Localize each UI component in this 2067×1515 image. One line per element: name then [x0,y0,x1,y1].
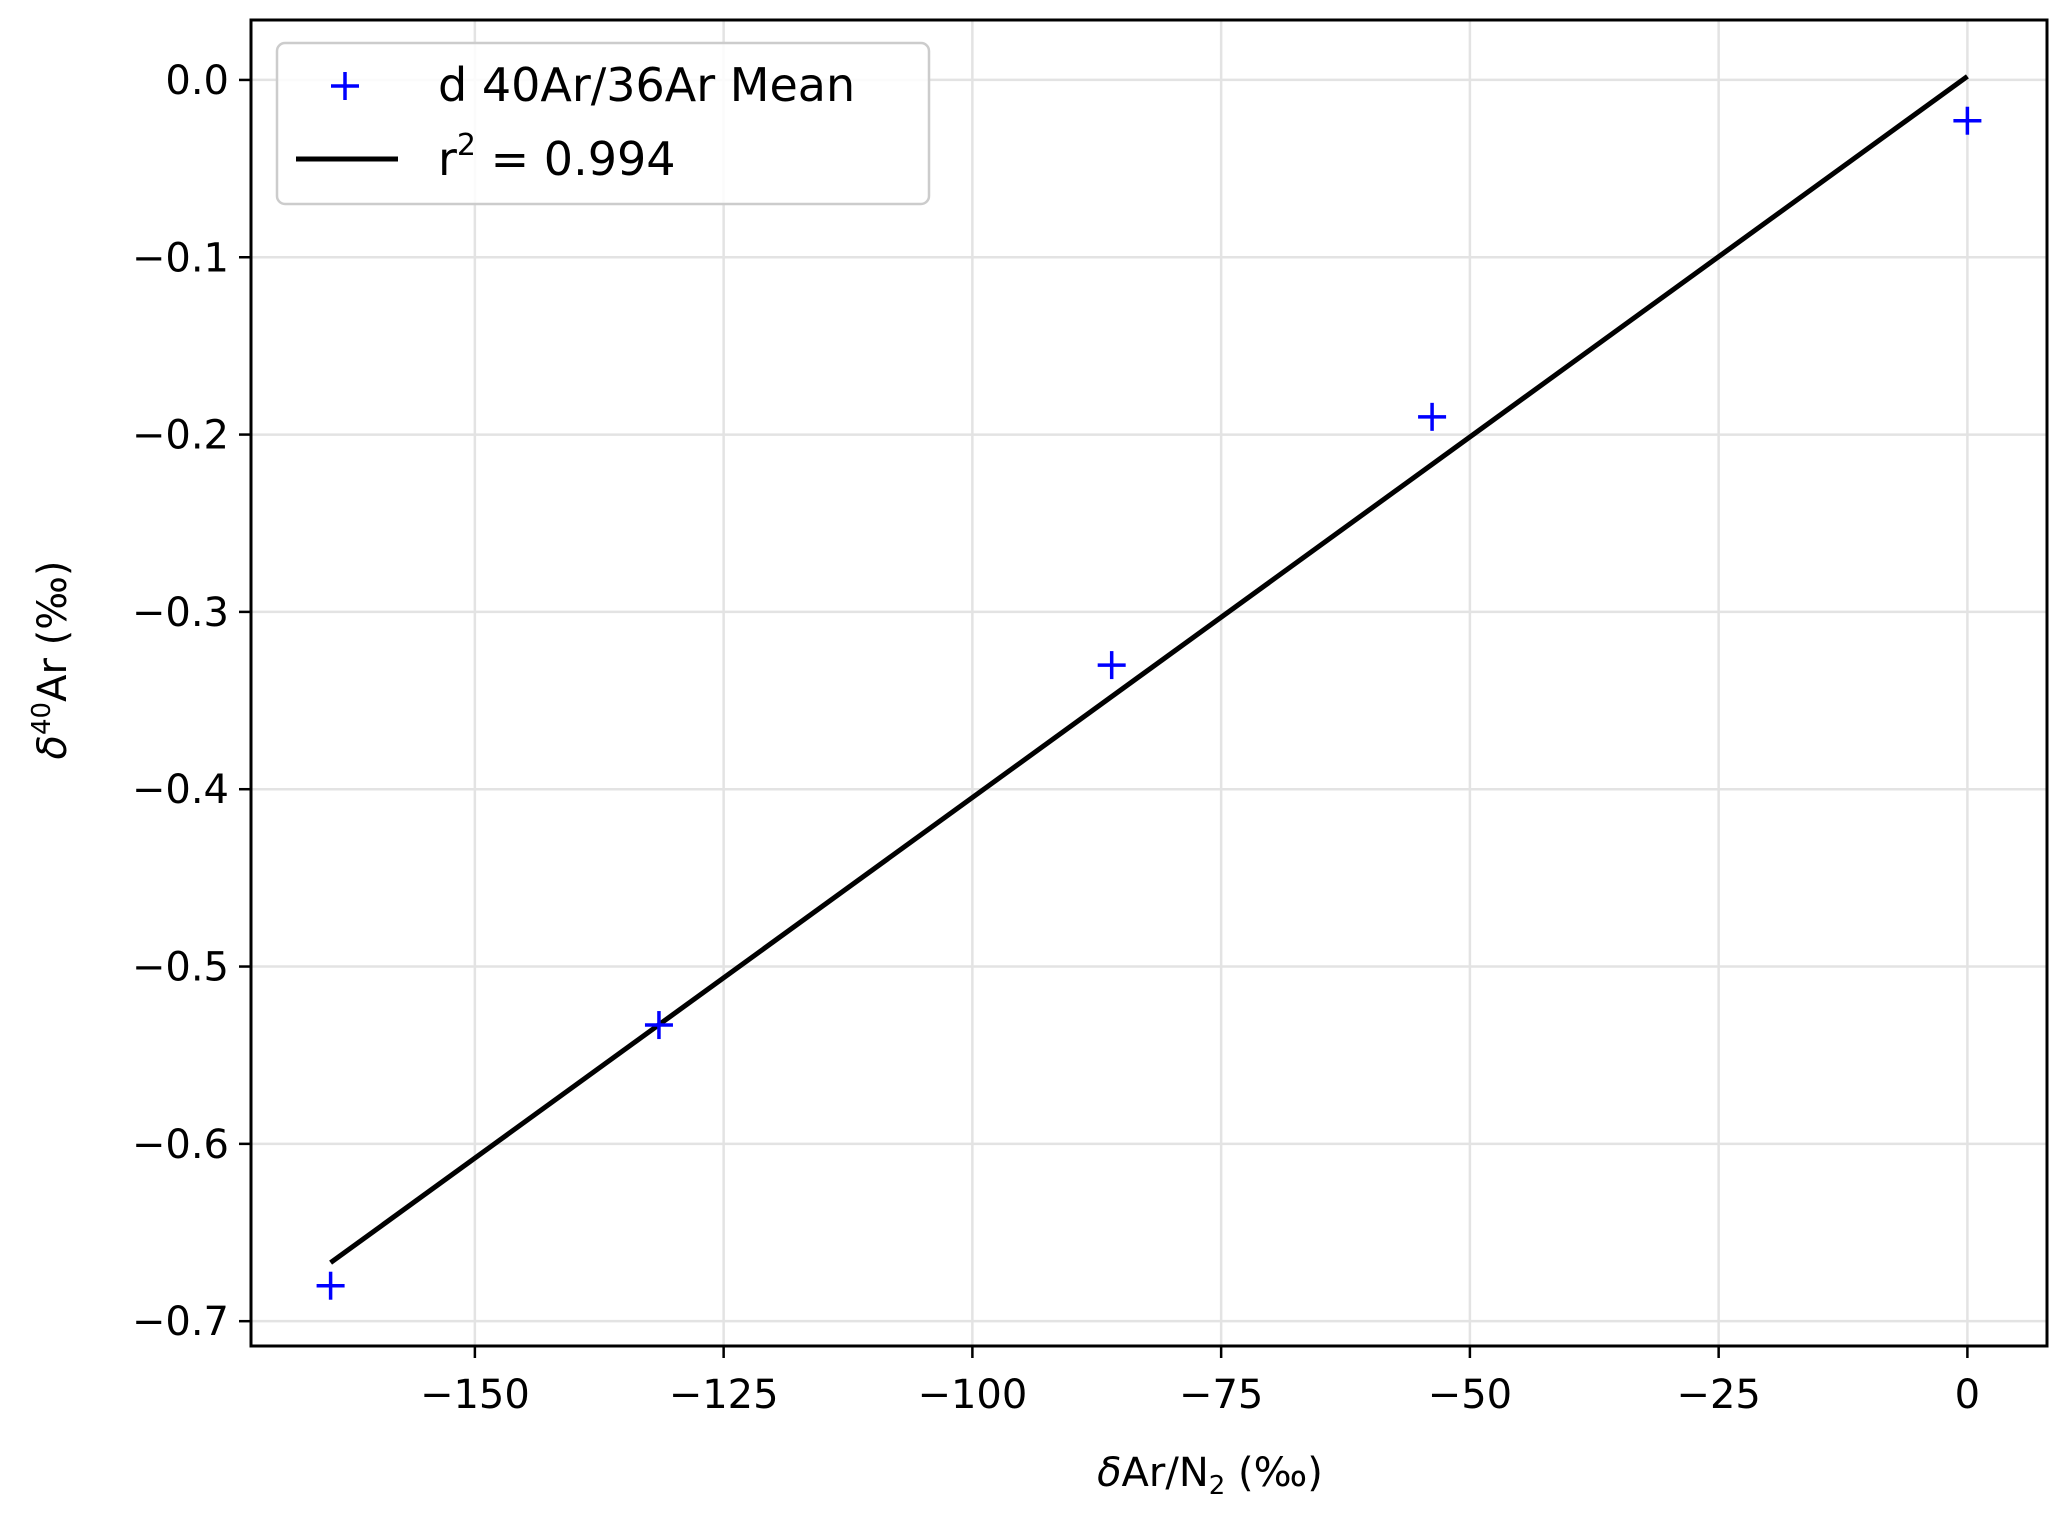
y-tick-label: −0.3 [132,590,229,636]
x-tick-label: −25 [1676,1372,1760,1418]
y-axis-label-superscript: 40 [27,702,57,735]
x-axis-label-unit: (‰) [1225,1450,1323,1496]
legend-box [275,41,931,206]
fit-line [329,74,1969,1265]
x-tick-label: 0 [1955,1372,1980,1418]
x-axis-label-subscript: 2 [1209,1471,1226,1501]
legend: d 40Ar/36Ar Mean r2 = 0.994 [275,41,931,206]
data-point [1418,402,1447,431]
y-axis-label: δ40Ar (‰) [27,561,76,760]
plot-frame [249,18,2049,1348]
y-axis-label-delta: δ [30,735,76,759]
data-point [1097,651,1126,680]
x-tick-label: −50 [1428,1372,1512,1418]
x-tick-label: −100 [917,1372,1027,1418]
fit-line-layer [329,74,1969,1265]
y-tick-label: −0.4 [132,767,229,813]
legend-label-fit: r2 = 0.994 [438,128,676,186]
x-tick-label: −150 [420,1372,530,1418]
y-tick-label: 0.0 [165,58,229,104]
x-tick-label: −75 [1179,1372,1263,1418]
data-point [1953,106,1982,135]
y-axis-label-text: Ar (‰) [30,561,76,702]
y-tick-label: −0.2 [132,413,229,459]
x-tick-label: −125 [669,1372,779,1418]
y-tick-label: −0.7 [132,1299,229,1345]
y-tick-label: −0.1 [132,235,229,281]
data-point [644,1011,673,1040]
y-axis-ticks: 0.0 −0.1 −0.2 −0.3 −0.4 −0.5 −0.6 −0.7 [132,58,251,1345]
legend-marker-plus [331,72,359,100]
x-axis-label-text: Ar/N [1122,1450,1209,1496]
x-axis-label: δAr/N2 (‰) [1097,1450,1323,1501]
points-layer [316,106,1982,1300]
data-point [316,1271,345,1300]
x-axis-ticks: −150 −125 −100 −75 −50 −25 0 [420,1346,1980,1418]
y-tick-label: −0.6 [132,1122,229,1168]
y-tick-label: −0.5 [132,945,229,991]
legend-label-scatter: d 40Ar/36Ar Mean [438,58,855,112]
